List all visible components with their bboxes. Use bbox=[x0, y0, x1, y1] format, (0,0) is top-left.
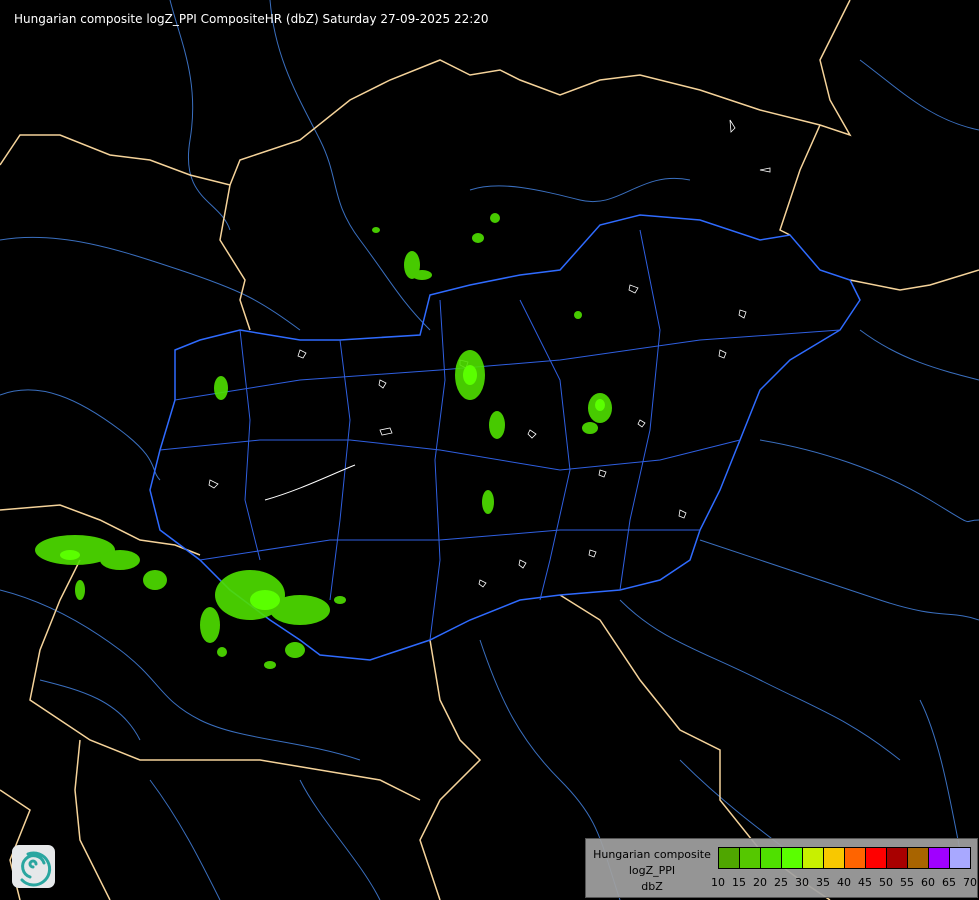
legend-tick-label: 50 bbox=[879, 876, 893, 889]
legend-tick-label: 65 bbox=[942, 876, 956, 889]
settlement-outlines bbox=[208, 119, 771, 588]
legend-swatch bbox=[908, 848, 929, 868]
legend-tick-label: 25 bbox=[774, 876, 788, 889]
legend-tick-label: 70 bbox=[963, 876, 977, 889]
legend-ticks: 10 15 20 25 30 35 40 45 50 55 60 65 70 bbox=[710, 876, 979, 890]
legend-swatch bbox=[803, 848, 824, 868]
precipitation-echoes bbox=[35, 213, 612, 669]
legend-tick-label: 45 bbox=[858, 876, 872, 889]
legend-swatch bbox=[740, 848, 761, 868]
swirl-logo-icon bbox=[12, 845, 55, 888]
legend-tick-label: 15 bbox=[732, 876, 746, 889]
legend-label: Hungarian composite logZ_PPI dbZ bbox=[590, 847, 714, 895]
legend-color-bar bbox=[718, 847, 971, 869]
legend-swatch bbox=[887, 848, 908, 868]
legend-tick-label: 40 bbox=[837, 876, 851, 889]
legend-swatch bbox=[845, 848, 866, 868]
legend-swatch bbox=[866, 848, 887, 868]
legend-line-product: Hungarian composite bbox=[593, 848, 711, 861]
legend-tick-label: 55 bbox=[900, 876, 914, 889]
legend-tick-label: 60 bbox=[921, 876, 935, 889]
legend-line-unit: dbZ bbox=[641, 880, 663, 893]
legend-tick-label: 20 bbox=[753, 876, 767, 889]
legend-tick-label: 10 bbox=[711, 876, 725, 889]
county-borders bbox=[159, 229, 841, 641]
legend-swatch bbox=[782, 848, 803, 868]
color-legend: Hungarian composite logZ_PPI dbZ 10 15 20 2… bbox=[585, 838, 978, 898]
legend-swatch bbox=[824, 848, 845, 868]
legend-tick-label: 30 bbox=[795, 876, 809, 889]
legend-swatch bbox=[929, 848, 950, 868]
legend-tick-label: 35 bbox=[816, 876, 830, 889]
map-title: Hungarian composite logZ_PPI CompositeHR… bbox=[14, 12, 489, 26]
legend-swatch bbox=[950, 848, 970, 868]
legend-swatch bbox=[719, 848, 740, 868]
legend-line-field: logZ_PPI bbox=[628, 864, 676, 877]
legend-swatch bbox=[761, 848, 782, 868]
